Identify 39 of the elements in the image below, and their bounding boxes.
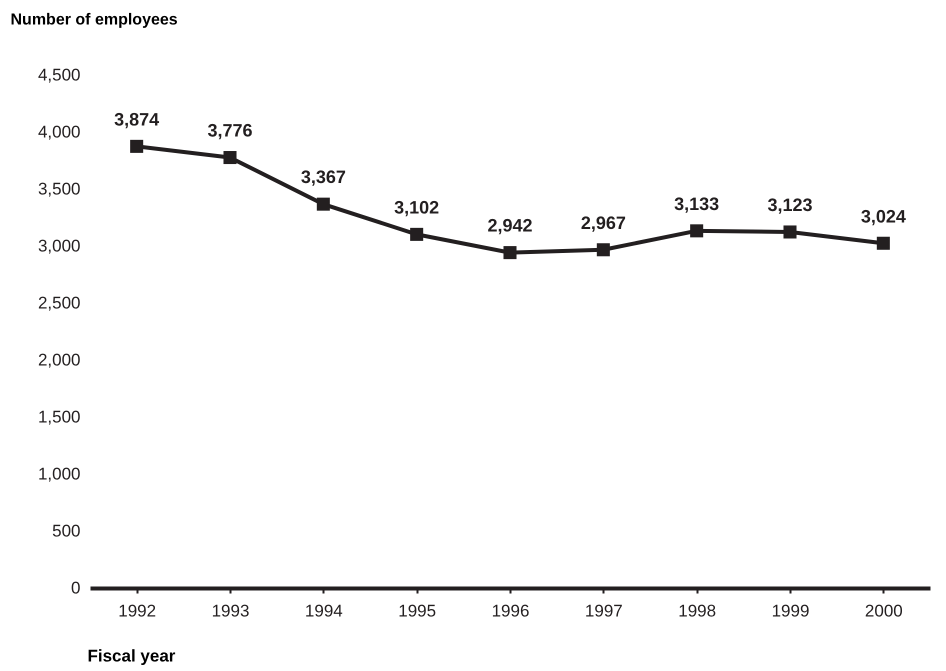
y-tick-label: 3,000 bbox=[38, 236, 80, 256]
point bbox=[223, 151, 237, 164]
data-label: 3,367 bbox=[300, 167, 346, 188]
data-label: 3,874 bbox=[114, 109, 160, 130]
x-tick-label: 1995 bbox=[398, 602, 436, 620]
data-label: 2,942 bbox=[487, 216, 533, 236]
point bbox=[503, 246, 517, 260]
point bbox=[690, 224, 704, 238]
x-tick-label: 2000 bbox=[864, 602, 903, 620]
x-tick-label: 1999 bbox=[772, 602, 810, 620]
data-label: 3,024 bbox=[860, 206, 906, 226]
x-tick-label: 1997 bbox=[584, 602, 623, 620]
x-tick-label: 1998 bbox=[678, 602, 716, 620]
y-tick-label: 3,500 bbox=[38, 180, 80, 198]
data-label: 2,967 bbox=[580, 212, 626, 233]
point bbox=[316, 198, 330, 211]
y-tick-label: 2,500 bbox=[38, 294, 80, 312]
x-tick-label: 1992 bbox=[118, 602, 156, 620]
data-label: 3,102 bbox=[394, 197, 440, 218]
x-tick-label: 1993 bbox=[212, 602, 250, 620]
y-tick-label: 1,500 bbox=[38, 408, 80, 426]
data-label: 3,776 bbox=[207, 120, 253, 141]
y-tick-label: 1,000 bbox=[38, 464, 80, 484]
y-tick-label: 4,500 bbox=[38, 66, 80, 84]
y-tick-label: 500 bbox=[52, 522, 80, 540]
point bbox=[596, 243, 610, 256]
point bbox=[876, 236, 890, 250]
data-label: 3,123 bbox=[767, 194, 813, 215]
point bbox=[410, 228, 424, 241]
y-axis-title: Number of employees bbox=[10, 12, 178, 28]
y-tick-label: 4,000 bbox=[38, 122, 80, 142]
y-tick-label: 0 bbox=[71, 578, 80, 598]
data-label: 3,133 bbox=[674, 194, 720, 214]
x-axis-title: Fiscal year bbox=[88, 646, 176, 666]
point bbox=[783, 225, 797, 238]
x-tick-label: 1994 bbox=[304, 602, 343, 620]
point bbox=[130, 140, 144, 153]
x-tick-label: 1996 bbox=[492, 602, 530, 620]
y-tick-label: 2,000 bbox=[38, 350, 80, 370]
